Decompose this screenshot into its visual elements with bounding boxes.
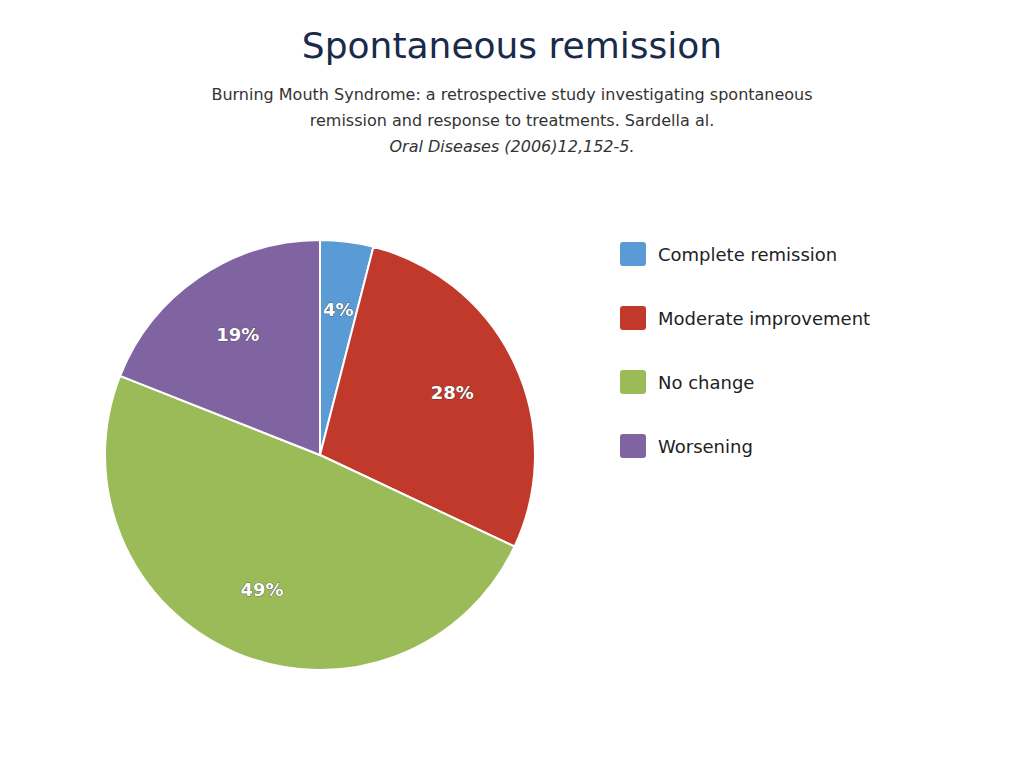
data-label: 49%	[240, 579, 283, 600]
legend: Complete remission Moderate improvement No…	[620, 242, 870, 458]
data-labels: 4% 28% 49% 19%	[216, 299, 474, 599]
data-label: 4%	[323, 299, 354, 320]
legend-swatch	[620, 242, 646, 266]
data-label: 19%	[216, 324, 259, 345]
subtitle: Oral Diseases (2006)12,152-5.	[389, 137, 634, 156]
legend-swatch	[620, 306, 646, 330]
subtitle: remission and response to treatments. Sa…	[310, 111, 714, 130]
legend-entry: Complete remission	[658, 244, 837, 265]
legend-swatch	[620, 434, 646, 458]
legend-entry: Worsening	[658, 436, 753, 457]
legend-swatch	[620, 370, 646, 394]
legend-entry: No change	[658, 372, 754, 393]
pie-slice	[120, 240, 320, 455]
data-label: 28%	[431, 382, 474, 403]
chart-container: Spontaneous remission Burning Mouth Syndr…	[0, 0, 1024, 768]
pie	[105, 240, 535, 670]
title: Spontaneous remission	[302, 25, 722, 66]
subtitle: Burning Mouth Syndrome: a retrospective …	[211, 85, 812, 104]
legend-entry: Moderate improvement	[658, 308, 870, 329]
chart: Spontaneous remission Burning Mouth Syndr…	[0, 0, 1024, 768]
